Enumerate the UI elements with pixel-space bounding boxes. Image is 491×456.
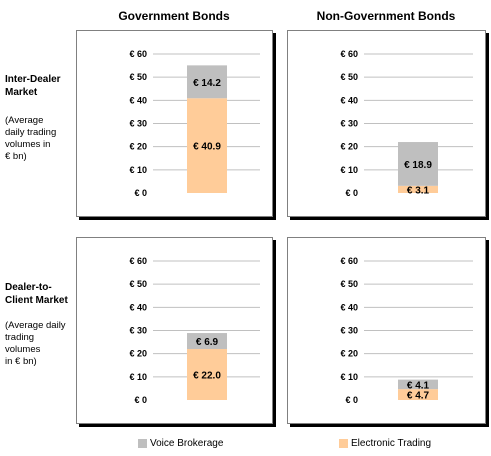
row-title-line: Dealer-to-	[5, 282, 52, 293]
data-label: € 4.7	[407, 391, 430, 402]
row-note-dealer-to-client: (Average daily trading volumes in € bn)	[5, 320, 73, 368]
y-tick-label: € 30	[129, 326, 147, 336]
data-label: € 3.1	[407, 185, 430, 196]
y-tick-label: € 0	[134, 188, 147, 198]
row-note-line: daily trading	[5, 127, 57, 138]
bar-segment-electronic	[398, 389, 438, 400]
y-tick-label: € 40	[129, 302, 147, 312]
y-tick-label: € 10	[129, 372, 147, 382]
legend-swatch-voice	[138, 439, 147, 448]
data-label: € 22.0	[193, 371, 221, 382]
y-tick-label: € 60	[129, 256, 147, 266]
y-tick-label: € 20	[340, 349, 358, 359]
legend-electronic-trading: Electronic Trading	[339, 438, 431, 449]
row-note-line: (Average	[5, 115, 44, 126]
y-tick-label: € 50	[129, 279, 147, 289]
y-tick-label: € 0	[345, 188, 358, 198]
legend-swatch-electronic	[339, 439, 348, 448]
chart-panel-gov-inter-dealer: € 0 € 10 € 20 € 30 € 40 € 50 € 60 € 40.9 € 14.2	[76, 30, 273, 217]
column-title-government-bonds: Government Bonds	[118, 9, 230, 23]
y-tick-label: € 20	[340, 142, 358, 152]
chart-panel-gov-dealer-to-client: € 0 € 10 € 20 € 30 € 40 € 50 € 60 € 22.0 € 6.9	[76, 237, 273, 424]
y-tick-label: € 20	[129, 349, 147, 359]
row-note-line: in € bn)	[5, 356, 37, 367]
row-note-line: volumes in	[5, 139, 51, 150]
row-note-line: (Average daily	[5, 320, 66, 331]
chart-panel-nongov-dealer-to-client: € 0 € 10 € 20 € 30 € 40 € 50 € 60 € 4.7 € 4.1	[287, 237, 486, 424]
chart-gov-dealer-to-client: € 0 € 10 € 20 € 30 € 40 € 50 € 60 € 22.0 € 6.9	[129, 256, 260, 405]
y-tick-label: € 60	[129, 49, 147, 59]
y-tick-label: € 60	[340, 256, 358, 266]
y-tick-label: € 40	[129, 95, 147, 105]
y-tick-label: € 40	[340, 95, 358, 105]
y-tick-label: € 50	[340, 279, 358, 289]
row-note-line: € bn)	[5, 151, 27, 162]
data-label: € 18.9	[404, 160, 432, 171]
row-title-line: Client Market	[5, 295, 68, 306]
y-tick-label: € 20	[129, 142, 147, 152]
bar-segment-electronic	[398, 185, 438, 193]
data-label: € 40.9	[193, 142, 221, 153]
bar-segment-voice	[398, 142, 438, 186]
data-label: € 4.1	[407, 380, 430, 391]
row-title-dealer-to-client: Dealer-to- Client Market	[5, 281, 68, 307]
y-tick-label: € 10	[129, 165, 147, 175]
y-tick-label: € 30	[340, 119, 358, 129]
row-note-line: trading	[5, 332, 35, 343]
legend-label: Voice Brokerage	[150, 438, 224, 449]
legend-voice-brokerage: Voice Brokerage	[138, 438, 223, 449]
chart-gov-inter-dealer: € 0 € 10 € 20 € 30 € 40 € 50 € 60 € 40.9 € 14.2	[129, 49, 260, 198]
row-title-line: Market	[5, 87, 38, 98]
bar-segment-electronic	[187, 349, 227, 400]
data-label: € 14.2	[193, 78, 221, 89]
row-note-inter-dealer: (Average daily trading volumes in € bn)	[5, 115, 73, 163]
data-label: € 6.9	[196, 337, 219, 348]
bar-segment-voice	[398, 379, 438, 390]
bar-segment-voice	[187, 333, 227, 350]
y-tick-label: € 50	[340, 72, 358, 82]
chart-nongov-inter-dealer: € 0 € 10 € 20 € 30 € 40 € 50 € 60 € 3.1 € 18.9	[340, 49, 473, 198]
y-tick-label: € 60	[340, 49, 358, 59]
column-title-non-government-bonds: Non-Government Bonds	[316, 9, 456, 23]
y-tick-label: € 30	[340, 326, 358, 336]
row-title-line: Inter-Dealer	[5, 74, 61, 85]
y-tick-label: € 50	[129, 72, 147, 82]
row-title-inter-dealer: Inter-Dealer Market	[5, 73, 61, 99]
row-note-line: volumes	[5, 344, 41, 355]
y-tick-label: € 30	[129, 119, 147, 129]
bar-segment-voice	[187, 65, 227, 99]
chart-panel-nongov-inter-dealer: € 0 € 10 € 20 € 30 € 40 € 50 € 60 € 3.1 € 18.9	[287, 30, 486, 217]
chart-nongov-dealer-to-client: € 0 € 10 € 20 € 30 € 40 € 50 € 60 € 4.7€ 4.1	[340, 256, 473, 405]
y-tick-label: € 10	[340, 372, 358, 382]
y-tick-label: € 40	[340, 302, 358, 312]
y-tick-label: € 0	[345, 395, 358, 405]
y-tick-label: € 10	[340, 165, 358, 175]
y-tick-label: € 0	[134, 395, 147, 405]
bar-segment-electronic	[187, 98, 227, 193]
legend-label: Electronic Trading	[351, 438, 432, 449]
